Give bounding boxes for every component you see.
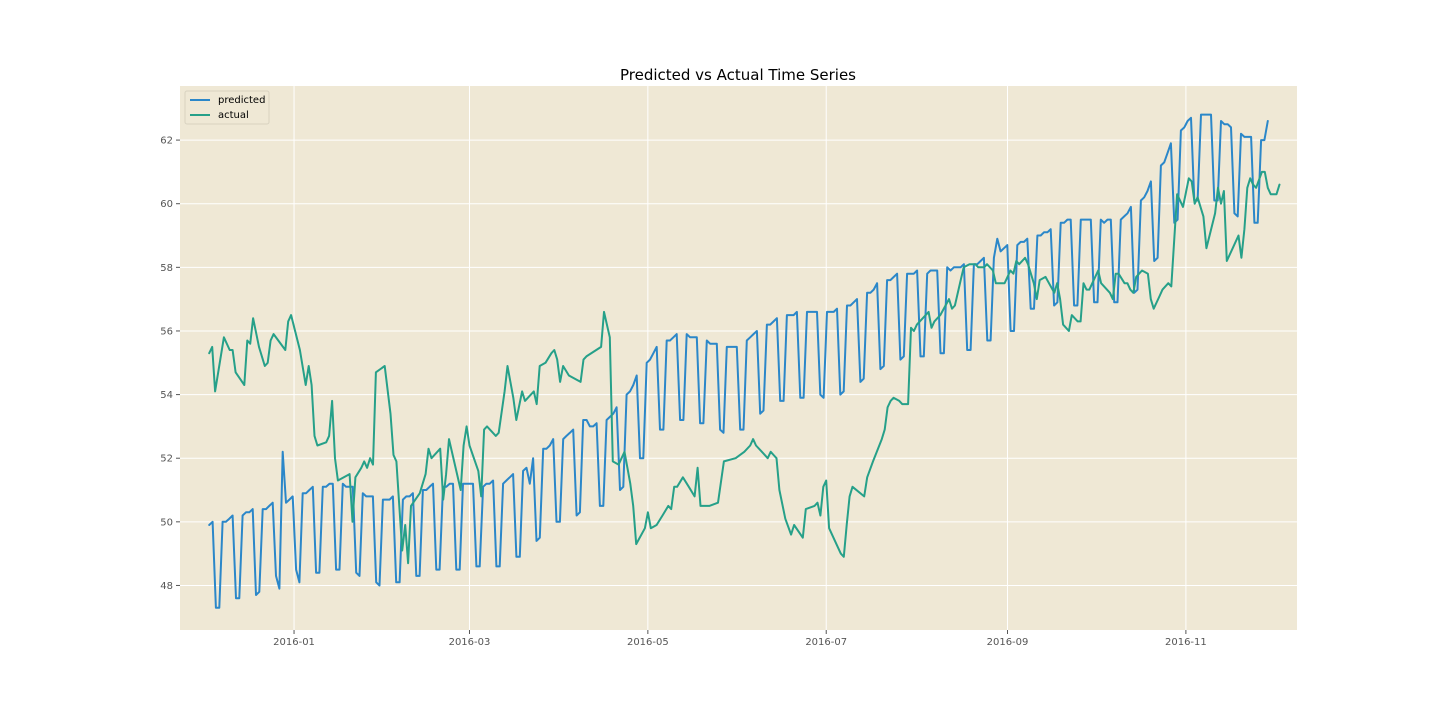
y-tick-label: 58 — [160, 263, 173, 274]
x-axis: 2016-01 2016-03 2016-05 2016-07 2016-09 2016-… — [273, 630, 1207, 648]
legend-label-predicted: predicted — [218, 95, 265, 106]
x-tick-label: 2016-01 — [273, 637, 315, 648]
x-tick-label: 2016-11 — [1165, 637, 1207, 648]
legend: predicted actual — [184, 90, 270, 125]
y-axis: 48 50 52 54 56 58 60 62 — [160, 136, 180, 592]
y-tick-label: 50 — [160, 517, 173, 528]
x-tick-label: 2016-07 — [805, 637, 847, 648]
legend-label-actual: actual — [218, 110, 249, 121]
x-tick-label: 2016-09 — [987, 637, 1029, 648]
y-tick-label: 48 — [160, 581, 173, 592]
series-line-predicted — [208, 113, 1269, 609]
x-tick-label: 2016-05 — [627, 637, 669, 648]
y-tick-label: 54 — [160, 390, 173, 401]
y-tick-label: 62 — [160, 136, 173, 147]
plot-background — [180, 86, 1297, 630]
series-line-actual — [208, 170, 1281, 565]
x-tick-label: 2016-03 — [449, 637, 491, 648]
y-tick-label: 60 — [160, 199, 173, 210]
chart-title: Predicted vs Actual Time Series — [620, 66, 856, 84]
y-tick-label: 52 — [160, 454, 173, 465]
y-tick-label: 56 — [160, 326, 173, 337]
series-lines — [208, 113, 1281, 609]
y-gridlines — [180, 139, 1297, 586]
